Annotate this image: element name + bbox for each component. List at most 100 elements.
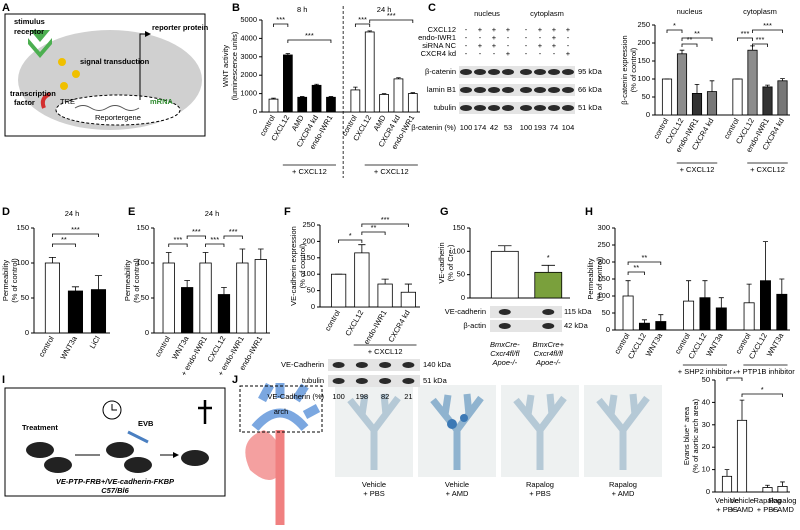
y-tick-label: 150 — [597, 274, 610, 283]
label: TRE — [60, 97, 75, 106]
error-bar — [353, 86, 358, 90]
panel-label: E — [128, 206, 135, 218]
panel-label: I — [2, 374, 5, 386]
significance-bracket — [186, 235, 206, 239]
blot-band — [562, 69, 574, 75]
y-tick-label: 20 — [702, 442, 710, 451]
x-tick-label: control — [37, 334, 56, 358]
blot-band — [542, 309, 555, 315]
y-tick-label: 100 — [16, 258, 29, 267]
y-tick-label: 50 — [21, 293, 29, 302]
x-tick-label: WNT3a — [644, 331, 665, 358]
blot-quant: 198 — [356, 392, 369, 401]
x-tick-label: + PBS — [716, 505, 737, 514]
blot-quant-label: VE-Cadherin (%) — [267, 392, 324, 401]
bar — [181, 287, 194, 334]
chart-title: 24 h — [65, 209, 80, 218]
mouse-icon — [44, 457, 72, 473]
y-tick-label: 50 — [141, 293, 149, 302]
blot-band — [355, 378, 368, 384]
error-bar — [762, 241, 769, 281]
y-axis-label: (% of control) — [298, 243, 307, 288]
bar — [90, 289, 107, 334]
photo-label: Rapalog — [609, 480, 637, 489]
blot-sign: + — [566, 25, 571, 34]
label: receptor — [14, 27, 44, 36]
blot-sign: - — [553, 49, 556, 58]
y-tick-label: 100 — [136, 258, 149, 267]
blot-size-label: 51 kDa — [423, 376, 448, 385]
significance-bracket — [752, 29, 783, 33]
photo-label: + AMD — [612, 489, 635, 498]
blot-strip — [328, 359, 420, 371]
blot-band — [379, 378, 392, 384]
bar — [691, 93, 703, 116]
y-tick-label: 200 — [597, 257, 610, 266]
significance-label: *** — [210, 235, 219, 244]
bar — [776, 293, 788, 331]
x-tick-label: Cxcr4fl/fl — [490, 349, 520, 358]
panel-label: C — [428, 2, 436, 14]
blot-strip — [490, 306, 562, 318]
transcription-factor-icon — [40, 92, 51, 109]
blot-band — [474, 105, 486, 111]
blot-quant-label: β-catenin (%) — [411, 123, 456, 132]
y-tick-label: 0 — [311, 302, 315, 311]
bar — [330, 273, 347, 308]
group-label: + CXCL12 — [368, 347, 403, 356]
y-axis-label: WNT activity — [221, 45, 230, 87]
blot-sign: - — [465, 49, 468, 58]
x-tick-label: + AMD — [731, 505, 754, 514]
significance-bracket — [354, 23, 371, 27]
x-tick-label: WNT3a — [765, 331, 786, 358]
significance-bracket — [223, 235, 243, 239]
blot-band — [402, 378, 415, 384]
heart-icon — [245, 430, 283, 480]
y-tick-label: 0 — [25, 328, 29, 337]
error-bar — [765, 484, 770, 488]
significance-label: * — [733, 369, 736, 378]
blot-header: nucleus — [474, 9, 500, 18]
error-bar — [765, 84, 770, 87]
significance-bracket — [361, 231, 386, 235]
blot-strip — [490, 320, 562, 332]
y-tick-label: 100 — [452, 246, 465, 255]
significance-label: *** — [381, 215, 390, 224]
error-bar — [396, 77, 401, 79]
significance-label: * — [349, 231, 352, 240]
blot-band — [548, 105, 560, 111]
panel-label: F — [284, 206, 291, 218]
blot-band — [534, 87, 546, 93]
blot-quant: 193 — [534, 123, 547, 132]
arch-icon — [251, 382, 321, 432]
blot-condition: siRNA NC — [422, 41, 456, 50]
significance-bracket — [273, 23, 289, 27]
bar — [326, 96, 336, 113]
error-bar — [780, 78, 785, 81]
label: EVB — [138, 419, 154, 428]
stain — [447, 419, 457, 429]
blot-strip — [328, 375, 420, 387]
panel-label: B — [232, 2, 240, 14]
blot-band — [548, 87, 560, 93]
blot-band — [332, 362, 345, 368]
bar — [706, 91, 718, 116]
y-tick-label: 200 — [637, 38, 650, 47]
error-bar — [694, 84, 700, 94]
blot-band — [488, 69, 500, 75]
y-tick-label: 50 — [602, 308, 610, 317]
x-tick-label: BmxCre- — [490, 340, 520, 349]
bar — [762, 86, 773, 116]
blot-size-label: 51 kDa — [578, 103, 603, 112]
blot-sign: - — [539, 33, 542, 42]
label: Treatment — [22, 423, 58, 432]
error-bar — [686, 280, 692, 302]
panel-label: H — [585, 206, 593, 218]
blot-sign: - — [465, 41, 468, 50]
blot-sign: + — [492, 33, 497, 42]
significance-label: *** — [387, 11, 396, 20]
error-bar — [404, 283, 412, 293]
blot-sign: - — [479, 49, 482, 58]
bar — [254, 259, 267, 334]
error-bar — [779, 278, 785, 295]
